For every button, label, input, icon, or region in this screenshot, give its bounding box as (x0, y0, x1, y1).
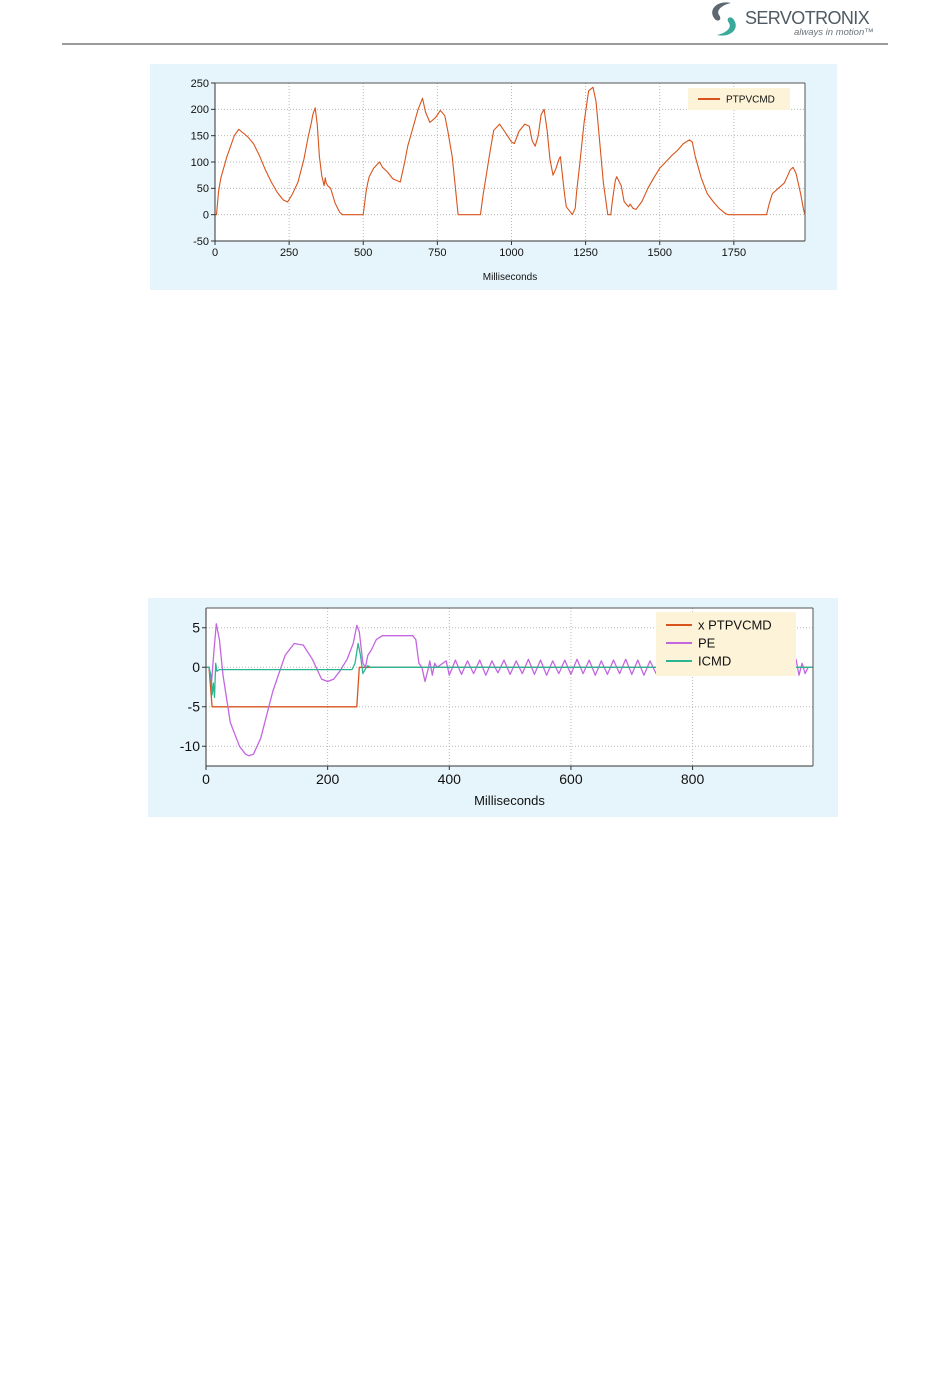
y-tick-label: 100 (191, 157, 209, 169)
y-tick-label: 200 (191, 104, 209, 116)
legend-label: ICMD (698, 654, 731, 669)
x-tick-label: 250 (280, 247, 298, 259)
x-tick-label: 600 (559, 771, 583, 787)
y-tick-label: 150 (191, 131, 209, 143)
y-tick-label: -10 (180, 738, 200, 754)
x-tick-label: 0 (202, 771, 210, 787)
x-tick-label: 400 (438, 771, 462, 787)
chart-ptpvcmd-panel: 0 250 500 750 1000 1250 1500 1750 250 200 150 100 50… (150, 64, 837, 290)
y-tick-label: 50 (197, 183, 209, 195)
series-line-pe (206, 623, 813, 757)
legend-label: PTPVCMD (726, 95, 775, 106)
x-tick-label: 500 (354, 247, 372, 259)
x-axis-label: Milliseconds (474, 793, 545, 808)
y-tick-label: 0 (192, 659, 200, 675)
x-tick-label: 1750 (722, 247, 746, 259)
chart-ptpvcmd: 0 250 500 750 1000 1250 1500 175025020015010050… (191, 78, 806, 283)
x-tick-label: 1500 (647, 247, 671, 259)
y-tick-label: -50 (193, 236, 209, 248)
y-tick-label: 0 (203, 210, 209, 222)
x-axis-label: Milliseconds (483, 272, 537, 283)
x-tick-label: 1250 (573, 247, 597, 259)
chart-pe-icmd: 0 200 400 600 800 5 0 -5 -10 Milliseconds x PTPVCM… (180, 607, 814, 808)
y-tick-label: -5 (188, 699, 201, 715)
logo-wordmark: SERVOTRONIX (745, 8, 870, 28)
y-tick-label: 5 (192, 620, 200, 636)
logo-tagline: always in motion™ (794, 27, 874, 38)
legend-box (688, 88, 790, 110)
x-tick-label: 750 (428, 247, 446, 259)
x-tick-label: 800 (681, 771, 705, 787)
header-divider (62, 43, 888, 45)
legend-label: x PTPVCMD (698, 618, 772, 633)
servotronix-s-logo-icon (712, 2, 736, 36)
y-tick-label: 250 (191, 78, 209, 90)
x-tick-label: 0 (212, 247, 218, 259)
servotronix-logo: SERVOTRONIX always in motion™ (706, 0, 886, 40)
x-tick-label: 1000 (499, 247, 523, 259)
series-line-icmd (206, 642, 813, 698)
chart-pe-icmd-panel: 0 200 400 600 800 5 0 -5 -10 Milliseconds x PTPVCM… (148, 598, 838, 817)
legend-label: PE (698, 636, 716, 651)
x-tick-label: 200 (316, 771, 340, 787)
series-line-ptpvcmd (215, 86, 806, 216)
